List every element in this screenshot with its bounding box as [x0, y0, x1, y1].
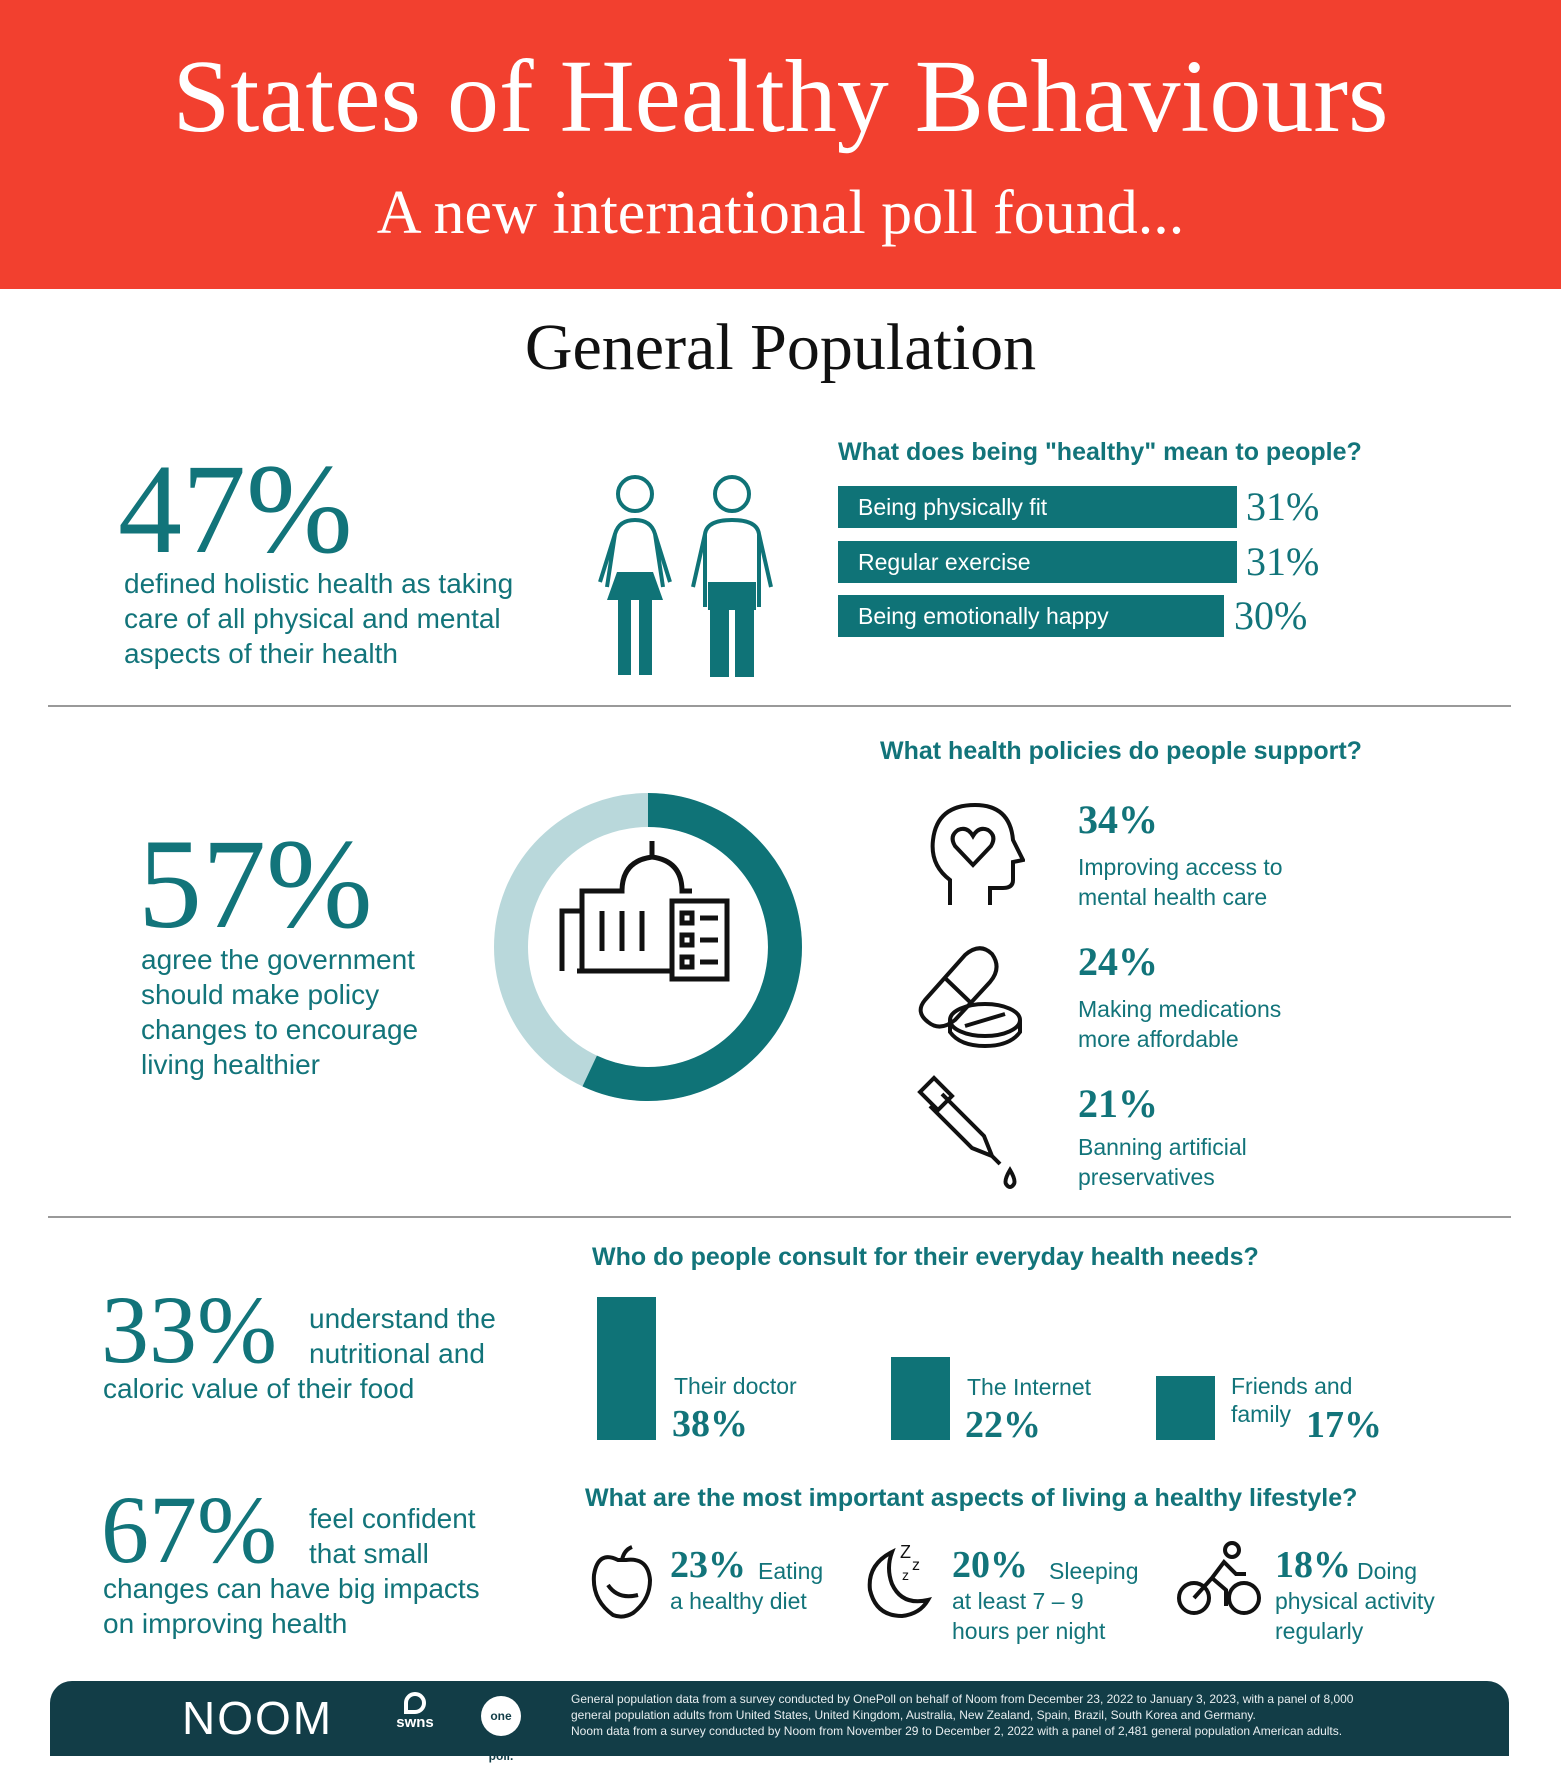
footer-note: general population adults from United St…	[571, 1708, 1256, 1722]
government-percent: 57%	[138, 813, 373, 955]
lifestyle-text: Eating	[758, 1558, 824, 1584]
healthy-value: 31%	[1246, 484, 1320, 529]
confidence-percent: 67%	[101, 1476, 277, 1583]
lifestyle-text: regularly	[1275, 1618, 1364, 1644]
svg-text:z: z	[912, 1557, 920, 1574]
policy-text: Improving access to mental health care	[1078, 852, 1283, 912]
consult-bar-internet	[891, 1357, 950, 1440]
onepoll-logo: one poll.	[481, 1696, 521, 1763]
footer-note: Noom data from a survey conducted by Noo…	[571, 1724, 1343, 1738]
policy-percent: 24%	[1078, 939, 1158, 984]
desc-line: nutritional and	[309, 1338, 485, 1369]
desc-line: living healthier	[141, 1049, 320, 1080]
nutrition-line: caloric value of their food	[103, 1373, 415, 1404]
consult-bar-friends-family	[1156, 1376, 1215, 1440]
dropper-icon	[917, 1075, 1017, 1189]
sleep-moon-icon: Z z z	[867, 1542, 933, 1619]
policy-line: more affordable	[1078, 1026, 1239, 1052]
nutrition-side-text: understand the nutritional and	[309, 1301, 496, 1371]
lifestyle-text: Doing	[1357, 1558, 1418, 1584]
header-banner	[0, 0, 1561, 289]
consult-label: Their doctor	[674, 1373, 797, 1399]
pills-icon	[918, 946, 1022, 1049]
people-icon	[598, 475, 773, 677]
healthy-bar-physically-fit: Being physically fit	[838, 486, 1237, 528]
desc-line: understand the	[309, 1303, 496, 1334]
consult-value: 22%	[965, 1404, 1041, 1446]
lifestyle-question: What are the most important aspects of l…	[585, 1484, 1358, 1512]
holistic-description: defined holistic health as taking care o…	[124, 566, 513, 671]
lifestyle-text: physical activity	[1275, 1588, 1435, 1614]
consult-question: Who do people consult for their everyday…	[592, 1243, 1259, 1271]
footer-note: General population data from a survey co…	[571, 1692, 1354, 1706]
page-subtitle: A new international poll found...	[376, 179, 1185, 247]
fruit-icon	[591, 1545, 653, 1619]
desc-line: on improving health	[103, 1608, 348, 1639]
consult-label-line: Friends and	[1231, 1373, 1353, 1399]
desc-line: changes to encourage	[141, 1014, 419, 1045]
svg-text:z: z	[902, 1567, 909, 1583]
desc-line: agree the government	[141, 944, 415, 975]
lifestyle-text: a healthy diet	[670, 1588, 807, 1614]
head-heart-icon	[930, 802, 1025, 905]
desc-line: that small	[309, 1538, 429, 1569]
policy-line: preservatives	[1078, 1164, 1215, 1190]
nutrition-percent: 33%	[101, 1276, 277, 1383]
capitol-building-icon	[559, 841, 730, 982]
desc-line: care of all physical and mental	[124, 603, 501, 634]
policies-question: What health policies do people support?	[880, 737, 1362, 765]
lifestyle-percent: 20%	[952, 1544, 1028, 1586]
swns-logo: swns	[395, 1692, 435, 1731]
consult-bar-doctor	[597, 1297, 656, 1440]
healthy-value: 31%	[1246, 539, 1320, 584]
policy-line: Banning artificial	[1078, 1134, 1247, 1160]
desc-line: should make policy	[141, 979, 380, 1010]
page-title: States of Healthy Behaviours	[172, 39, 1389, 154]
policy-line: Making medications	[1078, 996, 1282, 1022]
divider	[48, 1216, 1511, 1218]
lifestyle-percent: 23%	[670, 1544, 746, 1586]
divider	[48, 705, 1511, 707]
government-donut-chart	[494, 793, 802, 1101]
healthy-bar-emotionally-happy: Being emotionally happy	[838, 595, 1224, 637]
desc-line: feel confident	[309, 1503, 476, 1534]
policy-text: Making medications more affordable	[1078, 994, 1281, 1054]
consult-value: 38%	[672, 1403, 748, 1445]
policy-text: Banning artificial preservatives	[1078, 1132, 1247, 1192]
desc-line: aspects of their health	[124, 638, 398, 669]
healthy-value: 30%	[1234, 593, 1308, 638]
government-description: agree the government should make policy …	[141, 942, 418, 1082]
policy-percent: 34%	[1078, 797, 1158, 842]
policy-percent: 21%	[1078, 1081, 1158, 1126]
lifestyle-percent: 18%	[1275, 1544, 1351, 1586]
healthy-meaning-question: What does being "healthy" mean to people…	[838, 438, 1362, 466]
section-title: General Population	[524, 311, 1037, 384]
confidence-side-text: feel confident that small	[309, 1501, 476, 1571]
consult-label-line: family	[1231, 1401, 1292, 1427]
policy-line: mental health care	[1078, 884, 1268, 910]
cyclist-icon	[1177, 1541, 1261, 1615]
swns-mark-icon	[404, 1692, 426, 1714]
desc-line: defined holistic health as taking	[124, 568, 514, 599]
lifestyle-text: Sleeping	[1049, 1558, 1139, 1584]
swns-text: swns	[396, 1714, 434, 1731]
footer	[50, 1681, 1509, 1756]
consult-label: The Internet	[967, 1374, 1092, 1400]
holistic-percent: 47%	[118, 438, 353, 580]
lifestyle-text: hours per night	[952, 1618, 1106, 1644]
desc-line: changes can have big impacts	[103, 1573, 480, 1604]
donut-arc	[582, 793, 802, 1101]
healthy-bar-regular-exercise: Regular exercise	[838, 541, 1237, 583]
svg-text:Z: Z	[900, 1542, 911, 1562]
footer-notes: General population data from a survey co…	[571, 1691, 1353, 1739]
lifestyle-text: at least 7 – 9	[952, 1588, 1084, 1614]
confidence-lines: changes can have big impacts on improvin…	[103, 1571, 480, 1641]
consult-label: Friends and family	[1231, 1372, 1352, 1428]
noom-logo: NOOM	[182, 1692, 334, 1744]
policy-line: Improving access to	[1078, 854, 1283, 880]
consult-value: 17%	[1306, 1404, 1382, 1446]
